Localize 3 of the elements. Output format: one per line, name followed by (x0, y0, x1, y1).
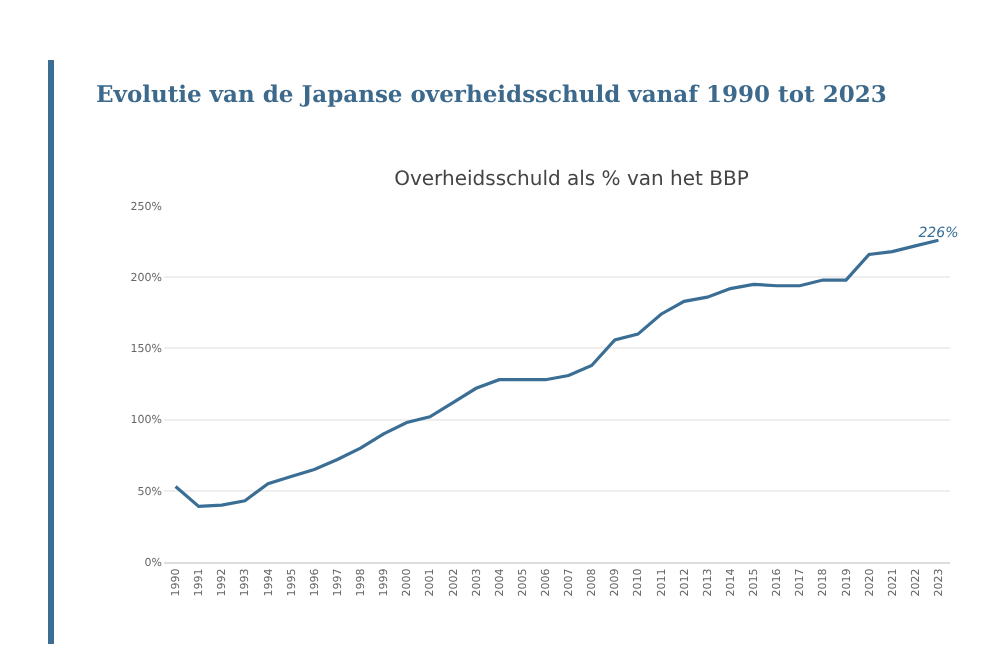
line-series (173, 238, 941, 509)
chart-title: Evolutie van de Japanse overheidsschuld vanaf 1990 tot 2023 (96, 80, 887, 108)
chart-subtitle: Overheidsschuld als % van het BBP (394, 168, 749, 191)
